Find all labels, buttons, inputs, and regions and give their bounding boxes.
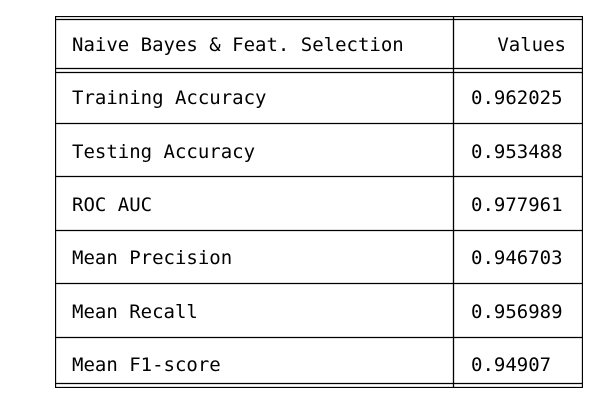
table-grid (55, 16, 583, 388)
row-label-testing-accuracy: Testing Accuracy (72, 141, 256, 163)
row-label-training-accuracy: Training Accuracy (72, 87, 267, 109)
row-value-training-accuracy: 0.962025 (471, 87, 563, 109)
row-label-mean-precision: Mean Precision (72, 247, 233, 269)
table-header-label: Naive Bayes & Feat. Selection (72, 34, 404, 56)
row-label-mean-f1-score: Mean F1-score (72, 354, 221, 376)
table-header-value: Values (497, 34, 566, 56)
row-value-mean-recall: 0.956989 (471, 301, 563, 323)
row-label-roc-auc: ROC AUC (72, 194, 153, 216)
row-label-mean-recall: Mean Recall (72, 301, 198, 323)
row-value-testing-accuracy: 0.953488 (471, 141, 563, 163)
metrics-table: Naive Bayes & Feat. Selection Values Tra… (55, 16, 583, 388)
row-value-mean-f1-score: 0.94907 (471, 354, 552, 376)
row-value-mean-precision: 0.946703 (471, 247, 563, 269)
row-value-roc-auc: 0.977961 (471, 194, 563, 216)
